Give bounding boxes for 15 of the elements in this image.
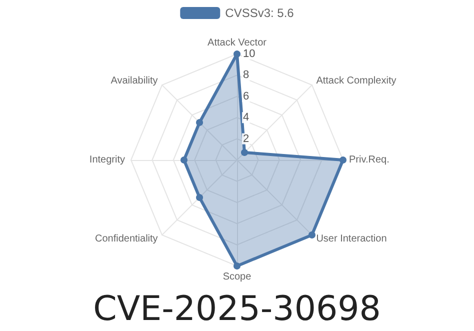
y-tick-label: 4 — [243, 112, 250, 124]
y-tick-label: 6 — [243, 90, 250, 102]
spoke-label: User Interaction — [316, 234, 387, 245]
spoke-label: Priv.Req. — [349, 154, 390, 166]
spoke-label: Scope — [222, 272, 252, 282]
spoke-label: Integrity — [89, 154, 125, 166]
y-tick-label: 8 — [243, 69, 250, 82]
spoke-label: Confidentiality — [94, 234, 158, 245]
y-tick-label: 2 — [243, 132, 250, 145]
legend-label: CVSSv3: 5.6 — [225, 6, 294, 20]
spoke-label: Attack Complexity — [316, 75, 396, 86]
spoke-label: Availability — [110, 75, 158, 86]
y-tick-label: 10 — [243, 48, 256, 60]
spoke-label: Attack Vector — [208, 38, 268, 48]
text: CVE-2025-30698 — [93, 289, 381, 329]
